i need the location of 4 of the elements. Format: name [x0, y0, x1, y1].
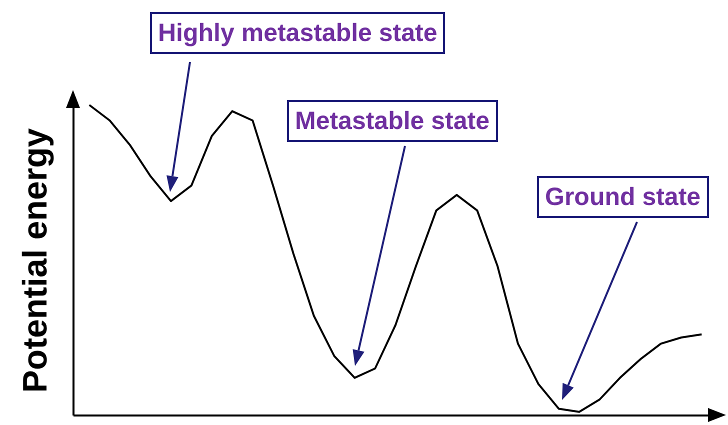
text: Highly metastable state	[150, 12, 446, 54]
annotation: Metastable state	[287, 100, 498, 142]
annotation: Ground state	[537, 176, 709, 218]
y-axis-title: Potential energy	[16, 128, 54, 393]
